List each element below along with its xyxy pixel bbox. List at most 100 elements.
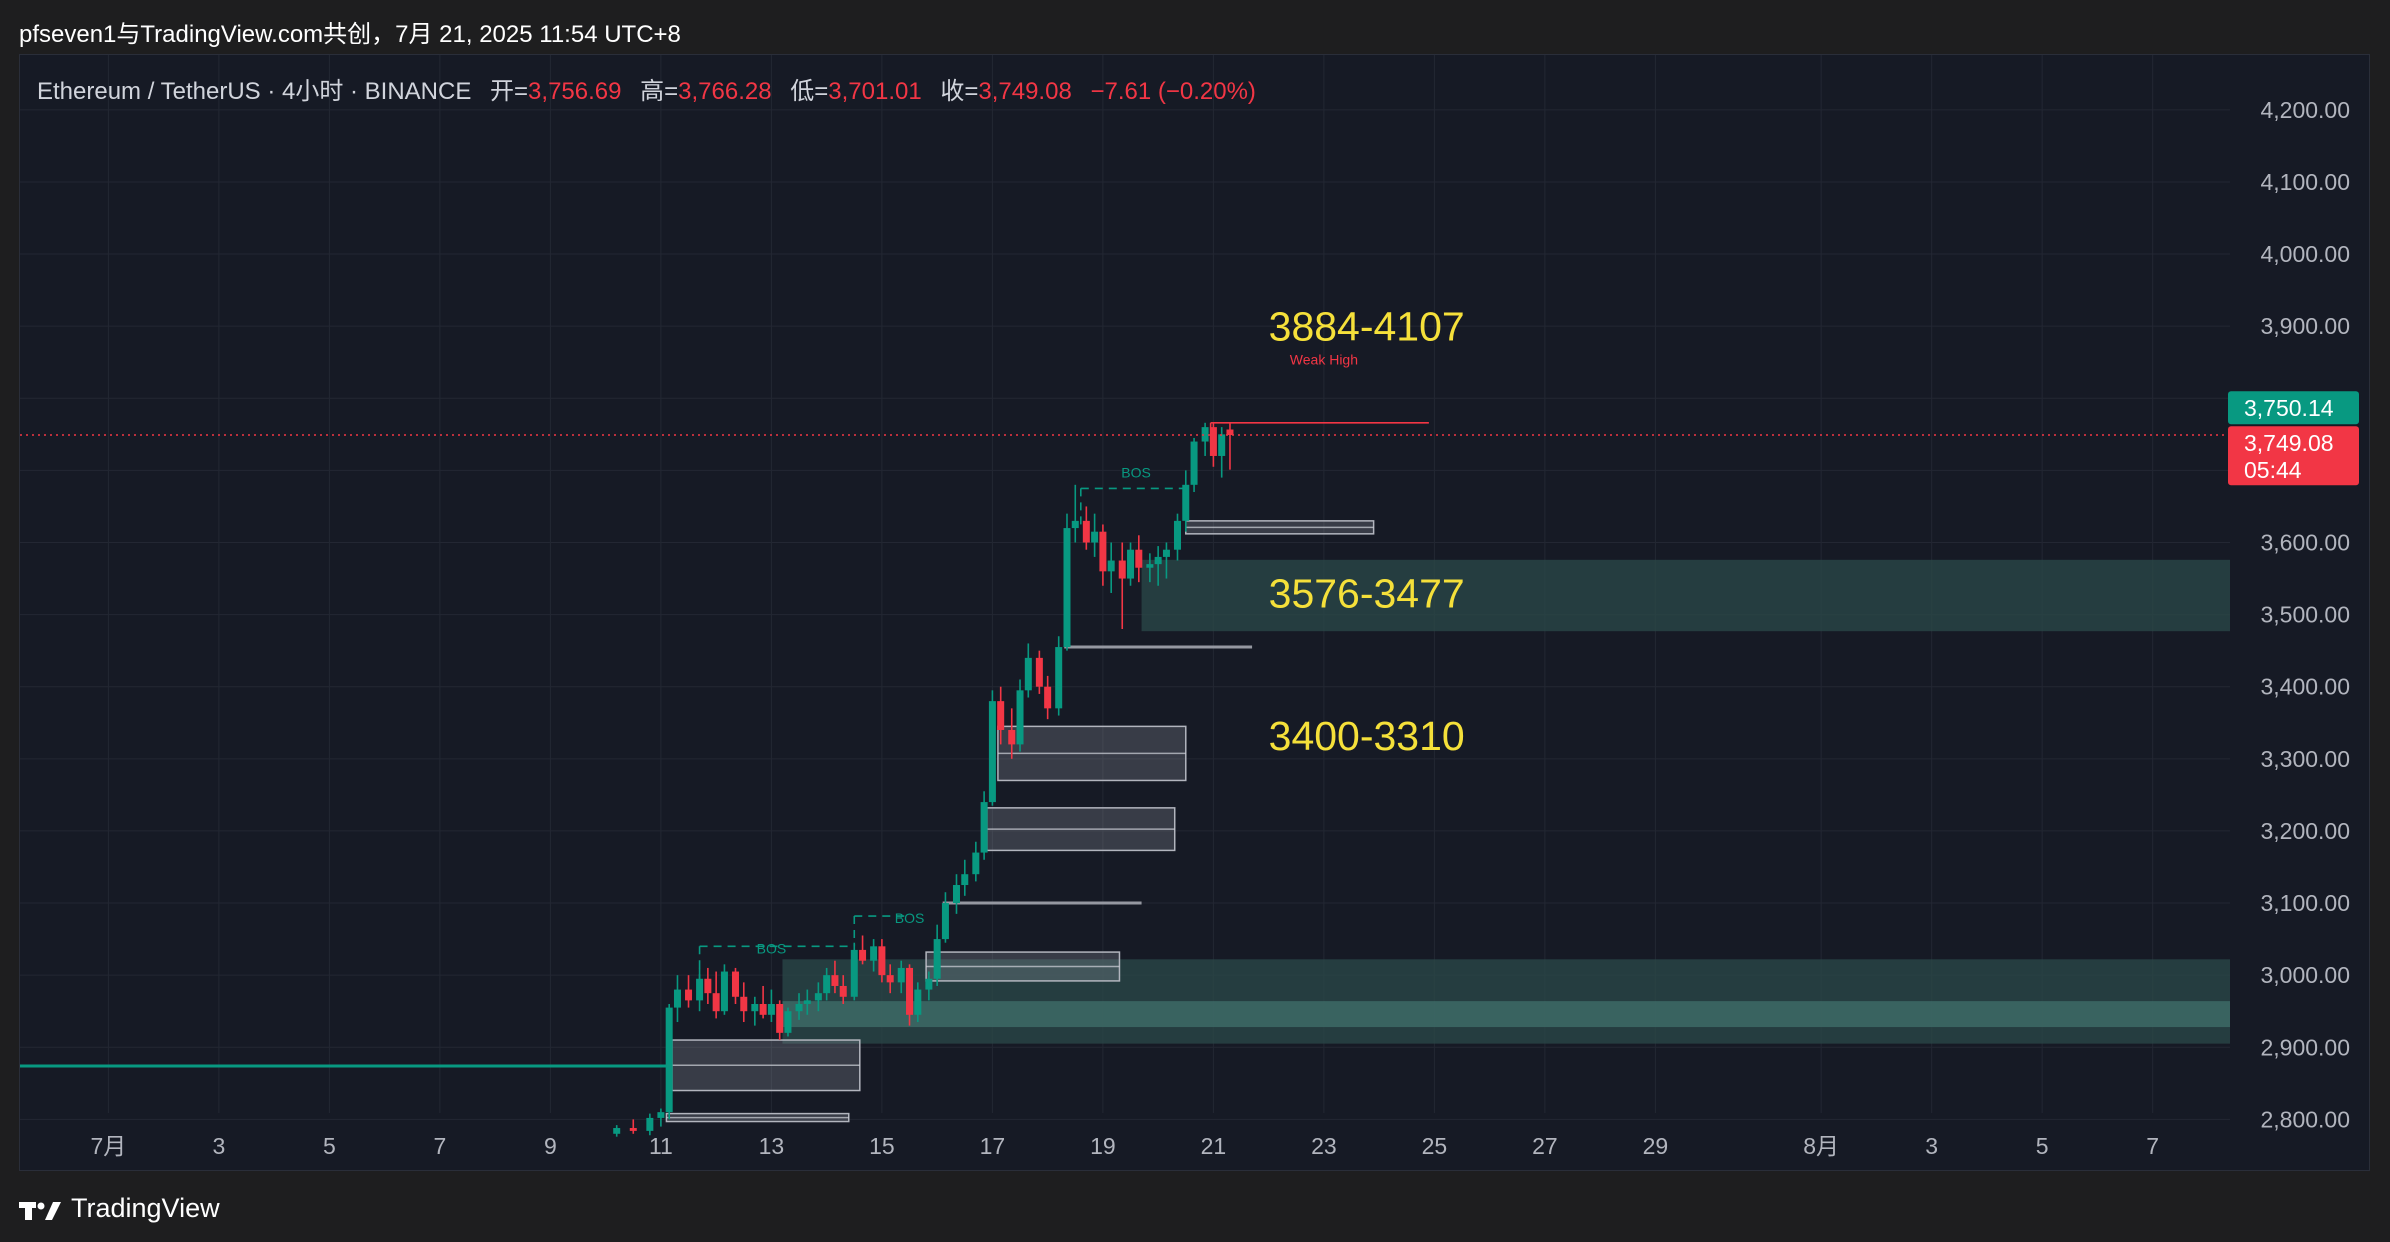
low-label: 低= <box>790 78 829 105</box>
candle-body <box>823 975 831 994</box>
candle-body <box>952 885 960 904</box>
open-value: 3,756.69 <box>528 78 622 105</box>
y-tick-label: 4,100.00 <box>2260 169 2350 195</box>
candle-body <box>731 971 739 997</box>
candle-body <box>1044 686 1052 709</box>
candle-body <box>673 989 681 1008</box>
y-tick-label: 3,200.00 <box>2260 818 2350 844</box>
candle-body <box>1146 564 1154 568</box>
x-tick-label: 7 <box>434 1133 447 1159</box>
x-tick-label: 23 <box>1311 1133 1337 1159</box>
x-tick-label: 19 <box>1090 1133 1116 1159</box>
ohlc-legend: Ethereum / TetherUS · 4小时 · BINANCE 开=3,… <box>37 71 1256 106</box>
y-tick-label: 3,500.00 <box>2260 602 2350 628</box>
demand-zone <box>1141 559 2230 632</box>
candle-body <box>1063 528 1071 648</box>
candle-body <box>665 1007 673 1113</box>
candle-body <box>886 975 894 983</box>
candle-body <box>613 1128 621 1134</box>
candle-body <box>751 1003 759 1012</box>
candle-body <box>1162 549 1170 557</box>
close-label: 收= <box>940 78 979 105</box>
candle-body <box>1127 549 1135 579</box>
candle-body <box>941 903 949 940</box>
candle-body <box>897 967 905 983</box>
x-tick-label: 13 <box>759 1133 785 1159</box>
candle-body <box>720 971 728 1012</box>
candle-body <box>972 852 980 875</box>
candle-body <box>906 967 914 1015</box>
change-value: −7.61 (−0.20%) <box>1090 78 1256 105</box>
y-tick-label: 4,000.00 <box>2260 241 2350 267</box>
candle-body <box>1008 729 1016 745</box>
candle-body <box>925 978 933 990</box>
candle-body <box>1182 484 1190 521</box>
x-tick-label: 27 <box>1532 1133 1558 1159</box>
tradingview-brand: TradingView <box>71 1193 220 1223</box>
candle-body <box>685 989 693 1001</box>
x-tick-label: 3 <box>1925 1133 1938 1159</box>
last-price-value: 3,749.08 <box>2244 430 2334 456</box>
chart-panel[interactable]: Weak High BOS BOS BOS 3884-4107 3576-3477 3400… <box>19 54 2370 1171</box>
candle-body <box>1201 427 1209 442</box>
candle-body <box>1118 560 1126 579</box>
high-label: 高= <box>640 78 679 105</box>
x-tick-label: 7月 <box>91 1133 127 1159</box>
high-value: 3,766.28 <box>678 78 772 105</box>
y-tick-label: 3,300.00 <box>2260 746 2350 772</box>
bos-label: BOS <box>1121 465 1151 481</box>
x-tick-label: 21 <box>1201 1133 1227 1159</box>
price-range-annotation: 3400-3310 <box>1269 713 1465 759</box>
candle-body <box>759 1003 767 1015</box>
current-price-value: 3,750.14 <box>2244 395 2334 421</box>
symbol-label[interactable]: Ethereum / TetherUS · 4小时 · BINANCE <box>37 78 472 105</box>
candle-body <box>814 993 822 1001</box>
x-tick-label: 29 <box>1643 1133 1669 1159</box>
candle-body <box>878 946 886 976</box>
y-tick-label: 3,600.00 <box>2260 529 2350 555</box>
y-tick-label: 2,900.00 <box>2260 1034 2350 1060</box>
chart-caption: pfseven1与TradingView.com共创，7月 21, 2025 1… <box>19 21 681 48</box>
x-tick-label: 11 <box>649 1133 673 1159</box>
y-tick-label: 3,900.00 <box>2260 313 2350 339</box>
close-value: 3,749.08 <box>978 78 1072 105</box>
candlestick-chart[interactable]: Weak High BOS BOS BOS 3884-4107 3576-3477 3400… <box>20 55 2370 1171</box>
low-value: 3,701.01 <box>828 78 922 105</box>
candle-body <box>795 1003 803 1012</box>
candle-body <box>1154 556 1162 565</box>
x-tick-label: 8月 <box>1803 1133 1839 1159</box>
candle-body <box>997 701 1005 730</box>
candle-body <box>914 989 922 1015</box>
candle-body <box>712 993 720 1012</box>
candle-body <box>831 975 839 986</box>
candle-body <box>776 1003 784 1033</box>
candle-body <box>839 985 847 997</box>
candle-body <box>696 978 704 1001</box>
candle-body <box>1226 429 1234 435</box>
candle-body <box>1190 441 1198 485</box>
candle-body <box>1107 560 1115 572</box>
candle-body <box>657 1112 665 1118</box>
candle-body <box>859 949 867 961</box>
x-tick-label: 3 <box>213 1133 226 1159</box>
y-tick-label: 4,200.00 <box>2260 97 2350 123</box>
candle-body <box>1035 657 1043 687</box>
x-tick-label: 5 <box>323 1133 336 1159</box>
demand-zone <box>782 1001 2231 1028</box>
candle-body <box>646 1117 654 1131</box>
candle-body <box>784 1011 792 1033</box>
tradingview-footer[interactable]: TradingView <box>19 1193 220 1224</box>
candle-body <box>1055 647 1063 709</box>
candle-body <box>961 874 969 886</box>
candle-body <box>988 701 996 803</box>
y-tick-label: 3,000.00 <box>2260 962 2350 988</box>
bos-label: BOS <box>895 910 925 926</box>
candle-body <box>629 1128 637 1131</box>
x-tick-label: 7 <box>2146 1133 2159 1159</box>
x-tick-label: 9 <box>544 1133 557 1159</box>
candle-body <box>740 996 748 1012</box>
candle-body <box>803 1000 811 1004</box>
current-price-badge <box>2228 391 2359 425</box>
candle-body <box>1218 434 1226 456</box>
open-label: 开= <box>490 78 529 105</box>
